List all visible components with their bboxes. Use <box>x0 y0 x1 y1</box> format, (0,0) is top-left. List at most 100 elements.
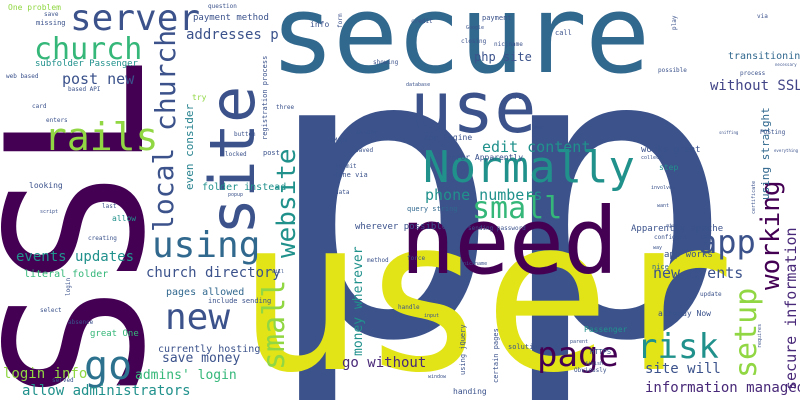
word-church-green: church <box>34 32 143 67</box>
word-possible: possible <box>658 67 687 74</box>
word-three: three <box>276 104 295 111</box>
word-events-updates: events updates <box>16 249 135 265</box>
word-include-sending: include sending <box>208 297 272 305</box>
word-post: post <box>263 149 280 157</box>
word-passenger: Passenger <box>584 325 628 334</box>
word-go-without: go without <box>342 355 427 371</box>
word-certain-pages: certain pages <box>492 328 500 383</box>
word-try: try <box>192 93 207 102</box>
word-web-based: web based <box>6 73 39 80</box>
word-question: question <box>208 3 237 10</box>
word-window: window <box>428 374 447 380</box>
word-requires: requires <box>757 323 763 348</box>
word-credit: credit <box>411 18 433 25</box>
word-based-api: based API <box>68 86 101 93</box>
word-closing: closing <box>461 38 487 45</box>
word-church-directory: church directory <box>146 265 281 281</box>
word-using-straight: using straight <box>759 107 772 200</box>
word-nice: nice <box>652 263 669 271</box>
word-way: way <box>653 245 663 251</box>
word-nicjname: nicjname <box>494 41 523 48</box>
word-https: HTTPS <box>590 348 612 356</box>
word-showing: showing <box>373 59 399 66</box>
word-info: info <box>310 20 330 29</box>
word-admins-login: admins' login <box>135 368 237 383</box>
word-server: server <box>70 0 201 39</box>
word-assume: assume <box>356 129 378 136</box>
word-google: Google <box>466 25 485 31</box>
word-served: served <box>52 377 74 384</box>
word-save-money: save money <box>162 351 241 366</box>
word-apparently-apache: Apparently apache <box>631 224 724 234</box>
word-posting: POSting <box>760 129 786 136</box>
word-registration-process: registration process <box>261 55 269 140</box>
word-click: click <box>583 318 602 325</box>
word-pages-allowed: pages allowed <box>166 287 245 298</box>
word-handle: handle <box>398 304 420 311</box>
word-creating: creating <box>88 235 117 242</box>
word-sending-password: sending password <box>468 225 526 232</box>
word-submit: submit <box>335 163 357 170</box>
word-folder-instead: folder instead <box>202 182 287 193</box>
word-will: will <box>272 269 285 275</box>
word-input: input <box>424 313 440 319</box>
word-database: database <box>406 82 431 88</box>
word-post-new: post new <box>62 70 135 88</box>
word-information-managed: information managed <box>645 380 800 396</box>
word-gmaps: GMaps <box>330 137 349 144</box>
word-data: data <box>335 189 350 196</box>
word-rails: rails <box>44 115 159 159</box>
word-button: button <box>234 131 256 138</box>
word-risk: risk <box>637 327 719 367</box>
word-local: local <box>147 147 180 232</box>
word-without-ssl: without SSL <box>710 78 800 94</box>
word-transitioning: transitioning <box>728 51 800 62</box>
word-process: process <box>740 70 766 77</box>
word-login-info: login info <box>3 366 88 382</box>
word-church-indigo: church <box>149 29 182 131</box>
word-saved: saved <box>355 147 374 154</box>
word-handing: handing <box>453 387 487 396</box>
word-already-now: already Now <box>658 309 711 318</box>
word-method: method <box>367 257 389 264</box>
word-update: update <box>700 291 722 298</box>
word-allow: allow <box>112 214 137 223</box>
word-normally: Normally <box>423 142 635 193</box>
word-allow-administrators: allow administrators <box>22 383 191 399</box>
word-via: via <box>757 13 768 20</box>
word-phone-numbers: phone numbers <box>425 186 543 204</box>
word-go: go <box>84 343 133 389</box>
word-addresses-p: addresses p <box>186 27 279 43</box>
word-certificate: certificate <box>751 180 757 214</box>
word-popup: popup <box>228 192 244 198</box>
word-using: using <box>152 225 261 266</box>
word-login: login <box>65 277 72 296</box>
word-need: need <box>400 188 619 295</box>
word-new: new <box>165 297 231 338</box>
word-payment: payment <box>482 14 512 22</box>
word-step: step <box>659 163 679 172</box>
word-one-problem: One problem <box>8 3 61 12</box>
word-map: map <box>534 125 544 131</box>
word-collect: collect <box>641 155 663 161</box>
word-works-great: works great <box>641 145 701 155</box>
word-form: form <box>337 13 344 28</box>
word-app-works: app works <box>664 250 713 260</box>
word-solution: solution <box>508 343 542 351</box>
word-api: API <box>511 94 522 101</box>
word-money-wherever: money wherever <box>351 246 366 356</box>
word-pp: pp <box>262 0 736 400</box>
word-save: save <box>44 11 59 18</box>
word-great-one: great One <box>90 329 139 339</box>
word-edit-content: edit content <box>482 138 591 156</box>
word-use: use <box>410 67 537 149</box>
word-involves: involves <box>651 185 676 191</box>
word-force: force <box>407 255 426 262</box>
word-absence: absence <box>68 319 94 326</box>
word-sniffing: sniffing <box>719 130 739 135</box>
word-subfolder-passenger: subfolder Passenger <box>35 59 138 69</box>
word-query-string: query string <box>407 205 458 213</box>
word-finish: finish <box>585 361 604 367</box>
word-secure: secure <box>270 0 650 98</box>
